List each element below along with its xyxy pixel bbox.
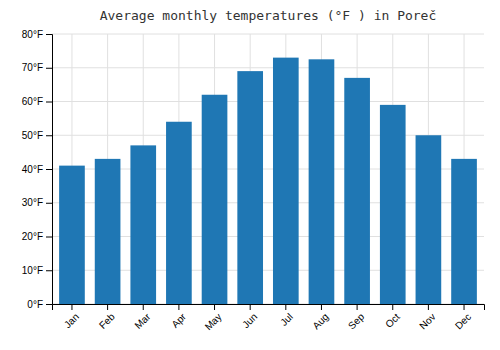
bar	[309, 59, 335, 304]
y-tick: 80°F	[22, 29, 52, 40]
y-tick: 10°F	[22, 265, 52, 276]
x-tick-mark	[143, 304, 144, 310]
bar	[166, 122, 192, 304]
y-tick-label: 0°F	[27, 299, 43, 310]
x-tick: Oct	[383, 304, 402, 330]
x-tick: May	[203, 304, 224, 332]
x-tick-label: Jul	[278, 311, 295, 328]
bar	[273, 58, 299, 304]
bars	[59, 58, 477, 304]
chart: 0°F 10°F 20°F 30°F 40°F 50°F 60°F 70°F 80°F Jan Fe…	[0, 0, 500, 350]
y-tick-mark	[46, 135, 52, 136]
x-tick-label: Nov	[417, 311, 437, 331]
x-tick-mark	[178, 304, 179, 310]
x-tick: Aug	[310, 304, 330, 331]
grid-line-y	[52, 34, 484, 35]
grid-line-y	[52, 67, 484, 68]
bar	[130, 145, 156, 304]
x-tick-label: Apr	[169, 311, 188, 330]
y-tick: 40°F	[22, 164, 52, 175]
x-tick-mark	[285, 304, 286, 310]
x-tick: Jul	[278, 304, 295, 328]
x-tick-label: Jan	[62, 311, 81, 330]
y-tick-label: 50°F	[22, 130, 43, 141]
x-tick-mark	[357, 304, 358, 310]
bar	[59, 166, 85, 304]
bar	[344, 78, 370, 304]
plot-area: 0°F 10°F 20°F 30°F 40°F 50°F 60°F 70°F 80°F Jan Fe…	[22, 29, 485, 333]
x-tick: Feb	[97, 304, 117, 331]
y-axis: 0°F 10°F 20°F 30°F 40°F 50°F 60°F 70°F 80°F	[22, 29, 53, 310]
y-tick: 70°F	[22, 62, 52, 73]
y-tick: 0°F	[27, 299, 52, 310]
y-tick-label: 60°F	[22, 96, 43, 107]
y-tick-mark	[46, 270, 52, 271]
x-tick-label: Dec	[453, 311, 473, 331]
y-tick-label: 80°F	[22, 29, 43, 40]
y-tick-mark	[46, 68, 52, 69]
y-tick: 20°F	[22, 231, 52, 242]
bar	[416, 135, 442, 304]
y-tick-mark	[46, 237, 52, 238]
x-tick-mark	[428, 304, 429, 310]
x-tick-mark	[392, 304, 393, 310]
y-tick: 50°F	[22, 130, 52, 141]
bar	[380, 105, 406, 304]
x-tick: Jun	[240, 304, 259, 330]
x-tick: Nov	[417, 304, 437, 331]
y-tick-label: 40°F	[22, 164, 43, 175]
x-tick: Apr	[169, 304, 188, 330]
y-tick-mark	[46, 304, 52, 305]
grid	[52, 34, 484, 304]
y-axis-line	[46, 35, 53, 305]
y-tick: 60°F	[22, 96, 52, 107]
y-tick: 30°F	[22, 197, 52, 208]
x-tick-mark	[214, 304, 215, 310]
x-axis-line	[53, 305, 485, 311]
y-tick-label: 20°F	[22, 231, 43, 242]
y-tick-mark	[46, 203, 52, 204]
x-tick-label: May	[203, 311, 224, 332]
x-tick-label: Sep	[346, 311, 367, 332]
x-tick-label: Aug	[310, 311, 330, 331]
y-tick-label: 70°F	[22, 62, 43, 73]
x-axis: Jan Feb Mar Apr May Jun Jul Aug Sep Oct Nov Dec	[53, 304, 485, 332]
x-tick-label: Feb	[97, 311, 117, 331]
x-tick-label: Jun	[240, 311, 259, 330]
x-tick-label: Mar	[132, 311, 152, 331]
y-tick-label: 10°F	[22, 265, 43, 276]
x-tick: Mar	[132, 304, 152, 331]
x-tick-mark	[71, 304, 72, 310]
y-tick-label: 30°F	[22, 197, 43, 208]
x-tick-mark	[464, 304, 465, 310]
y-tick-mark	[46, 102, 52, 103]
y-tick-mark	[46, 34, 52, 35]
bar	[237, 71, 263, 304]
x-tick: Jan	[62, 304, 81, 330]
x-tick: Sep	[346, 304, 367, 331]
bar	[95, 159, 121, 304]
x-tick: Dec	[453, 304, 473, 331]
x-tick-mark	[107, 304, 108, 310]
x-tick-mark	[321, 304, 322, 310]
bar	[202, 95, 228, 304]
title: Average monthly temperatures (°F ) in Po…	[100, 8, 437, 23]
x-tick-label: Oct	[383, 311, 402, 330]
x-tick-mark	[250, 304, 251, 310]
grid-line-y	[52, 101, 484, 102]
bar	[451, 159, 477, 304]
y-tick-mark	[46, 169, 52, 170]
